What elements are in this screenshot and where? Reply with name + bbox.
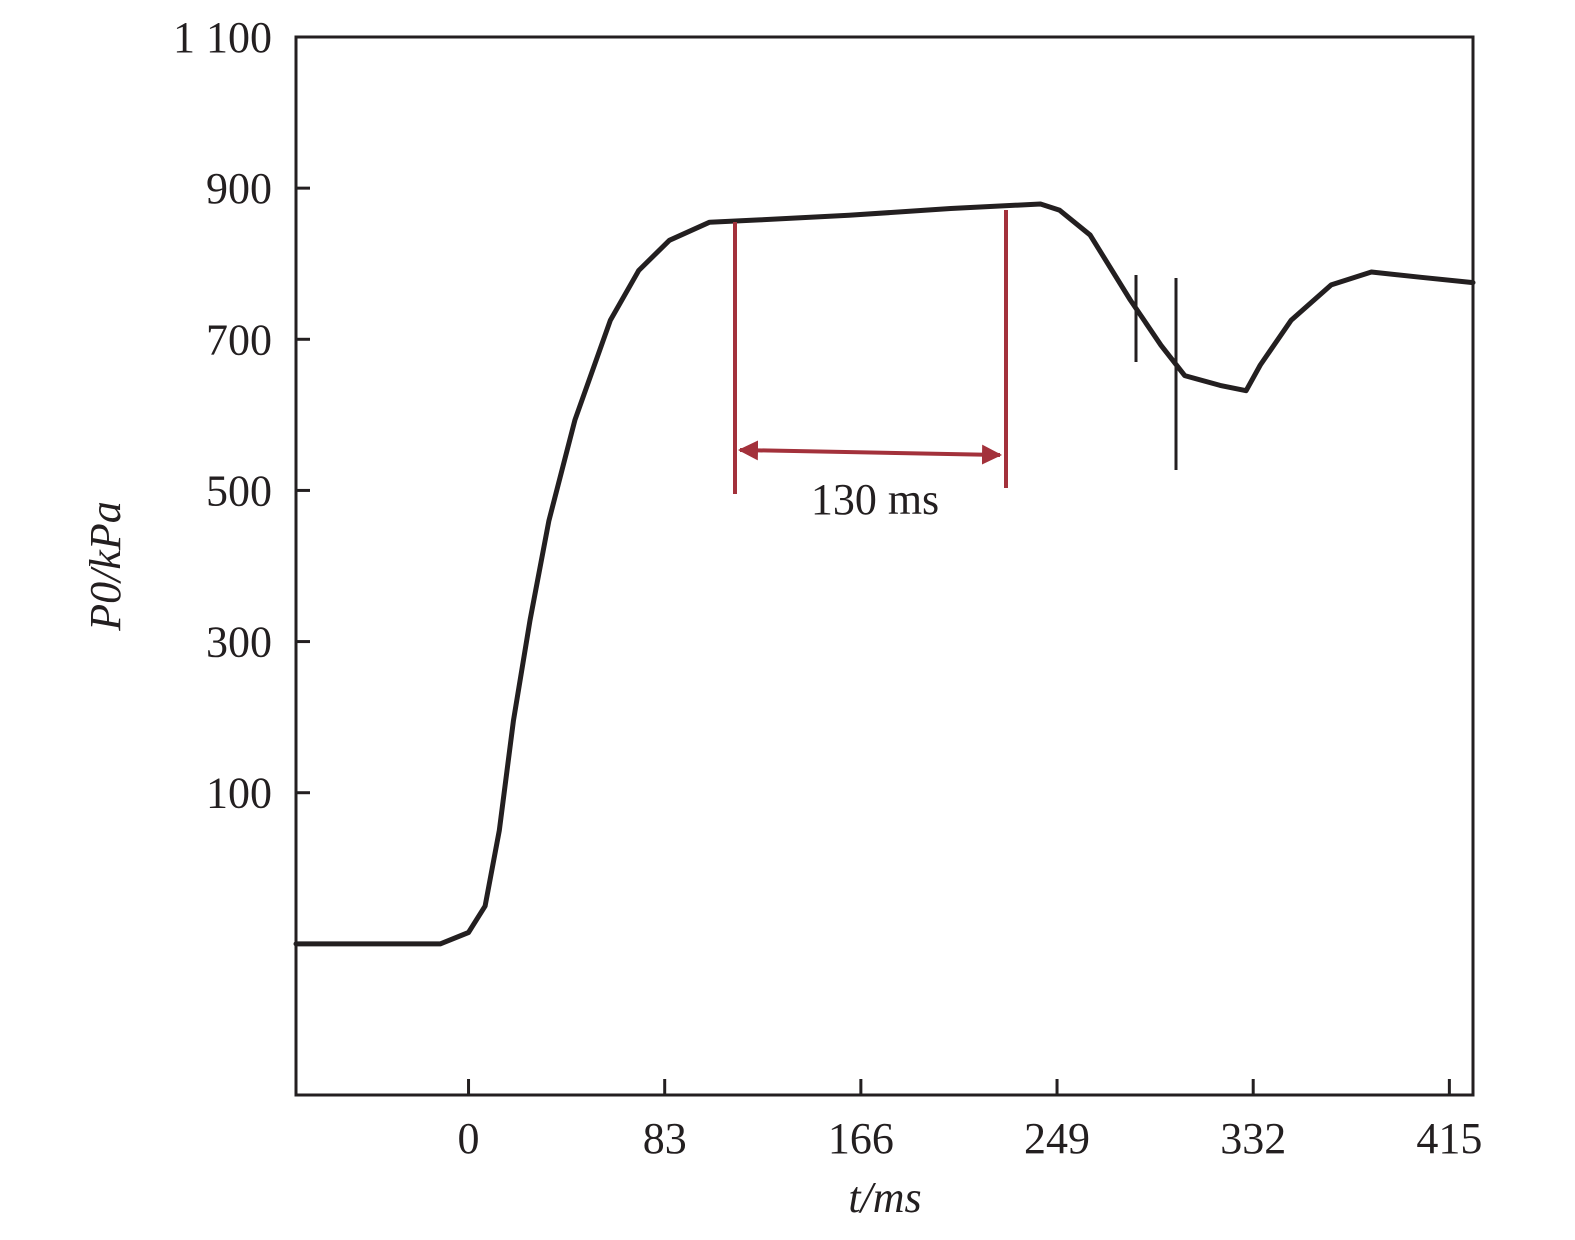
range-arrow (738, 440, 1002, 465)
x-tick-label: 0 (458, 1114, 480, 1163)
x-tick-label: 249 (1024, 1114, 1090, 1163)
annotation: 130 ms (811, 475, 939, 524)
plot-frame (294, 35, 1475, 1097)
y-tick-label: 1 100 (173, 13, 272, 62)
y-tick-label: 900 (206, 164, 272, 213)
x-tick-label: 415 (1416, 1114, 1482, 1163)
x-tick-label: 332 (1220, 1114, 1286, 1163)
data-line (293, 201, 1476, 947)
y-tick-label: 500 (206, 466, 272, 515)
y-tick-label: 300 (206, 618, 272, 667)
y-tick-label: 100 (206, 769, 272, 818)
y-tick-label: 700 (206, 315, 272, 364)
x-tick-label: 83 (643, 1114, 687, 1163)
x-axis-label: t/ms (848, 1173, 921, 1222)
y-axis-label: P0/kPa (81, 501, 130, 632)
x-tick-label: 166 (828, 1114, 894, 1163)
